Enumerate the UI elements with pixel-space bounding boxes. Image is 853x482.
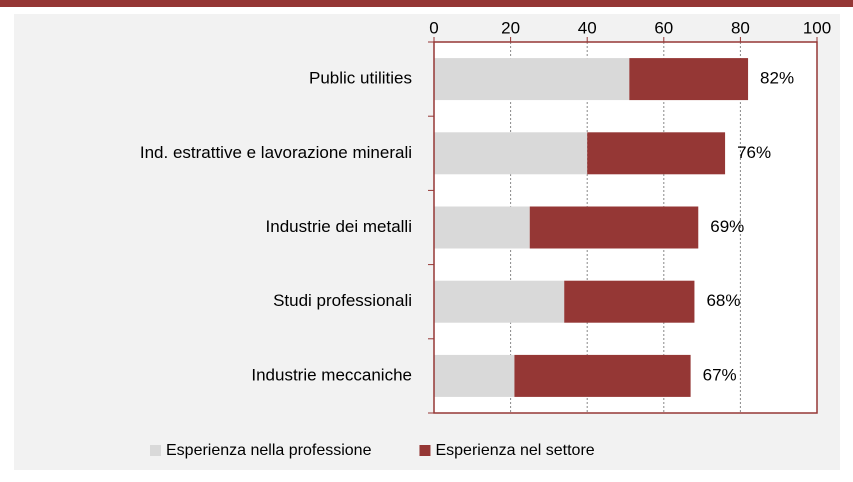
- bar-segment: [434, 280, 565, 323]
- x-tick-label: 100: [803, 18, 831, 37]
- bar-segment: [434, 58, 630, 101]
- total-label: 76%: [737, 143, 771, 162]
- bar-segment: [514, 354, 691, 397]
- plot-border: [433, 41, 818, 414]
- bar-segment: [564, 280, 695, 323]
- top-band: [0, 0, 853, 7]
- y-tick-label: Industrie meccaniche: [251, 365, 412, 384]
- legend-swatch: [419, 445, 431, 456]
- y-tick-label: Public utilities: [309, 69, 412, 88]
- bar-segment: [529, 206, 699, 249]
- total-label: 82%: [760, 69, 794, 88]
- bar-segment: [434, 206, 530, 249]
- y-tick-label: Ind. estrattive e lavorazione minerali: [140, 143, 412, 162]
- x-tick-label: 60: [654, 18, 673, 37]
- x-tick-label: 80: [731, 18, 750, 37]
- bar-segment: [587, 132, 726, 175]
- x-tick-label: 0: [429, 18, 438, 37]
- y-tick-label: Industrie dei metalli: [266, 217, 412, 236]
- x-tick-label: 20: [501, 18, 520, 37]
- x-tick-label: 40: [578, 18, 597, 37]
- bar-segment: [629, 58, 749, 101]
- total-label: 68%: [706, 291, 740, 310]
- bar-segment: [434, 132, 588, 175]
- legend-label: Esperienza nel settore: [435, 442, 594, 459]
- total-label: 67%: [703, 365, 737, 384]
- legend-label: Esperienza nella professione: [166, 442, 372, 459]
- y-tick-label: Studi professionali: [273, 291, 412, 310]
- total-label: 69%: [710, 217, 744, 236]
- legend-swatch: [150, 445, 161, 456]
- bar-segment: [434, 354, 515, 397]
